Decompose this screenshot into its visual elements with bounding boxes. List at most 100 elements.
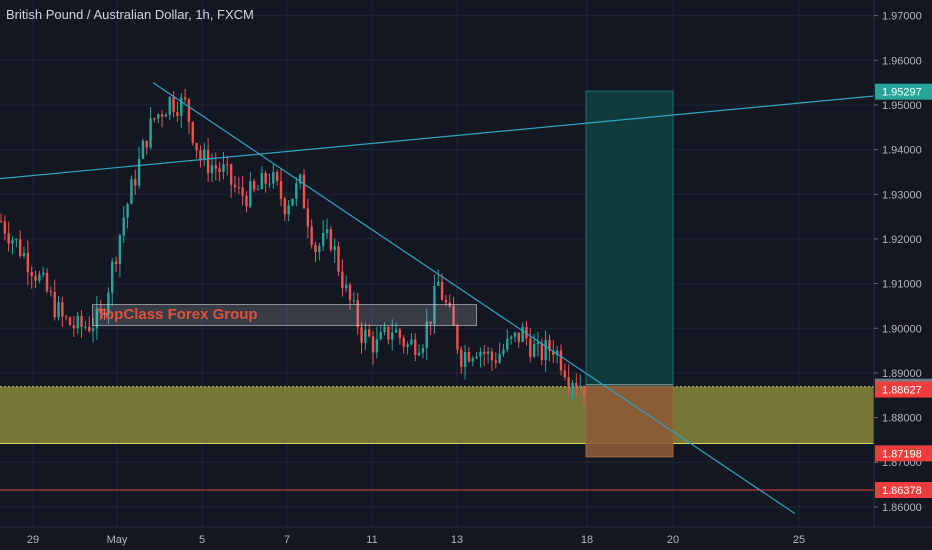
time-axis[interactable]: 29 May 5 7 11 13 18 20 25 (0, 526, 932, 550)
candle-body (180, 97, 183, 116)
candle-body (337, 246, 340, 272)
price-tick-label: 1.90000 (882, 323, 922, 335)
trendline-descending (152, 82, 796, 515)
chart-grid (0, 0, 874, 527)
candle-body (214, 165, 217, 169)
candle-body (383, 326, 386, 332)
candle-body (41, 272, 45, 275)
candle-body (99, 308, 102, 313)
candle-body (486, 351, 490, 354)
candle-body (130, 179, 133, 205)
candle-body (494, 360, 497, 363)
candle-body (53, 291, 56, 318)
candle-body (548, 339, 551, 351)
time-tick-label: 25 (793, 534, 805, 546)
candle-body (134, 179, 137, 186)
candle-body (141, 140, 145, 159)
candle-body (525, 326, 528, 339)
candle-body (452, 306, 455, 326)
candle-body (65, 316, 68, 318)
candle-body (387, 326, 390, 340)
candle-body (80, 316, 83, 327)
candle-body (15, 239, 18, 241)
candle-body (406, 344, 409, 347)
candle-body (302, 174, 306, 209)
candle-body (425, 321, 428, 349)
candle-body (149, 118, 152, 148)
time-tick-label: 20 (667, 534, 679, 546)
candle-body (498, 353, 501, 363)
candle-body (279, 180, 283, 199)
candle-body (229, 164, 233, 185)
candle-body (72, 325, 76, 329)
candle-body (348, 284, 352, 301)
price-tick-label: 1.95000 (882, 100, 922, 112)
chart-zones (0, 90, 874, 491)
time-tick-label: 13 (451, 534, 463, 546)
price-axis[interactable]: 1.97000 1.96000 1.95000 1.94000 1.93000 1.920… (873, 0, 932, 550)
candle-body (38, 274, 41, 281)
candle-body (467, 351, 471, 362)
candle-body (456, 325, 459, 350)
candle-body (103, 312, 106, 315)
candle-body (3, 221, 7, 234)
watermark-label: TopClass Forex Group (92, 304, 477, 326)
candle-body (252, 181, 256, 190)
candles (0, 88, 586, 407)
candle-body (157, 114, 160, 119)
candle-body (256, 189, 260, 191)
candle-body (298, 174, 302, 184)
candle-body (160, 114, 164, 117)
candle-body (226, 164, 229, 166)
price-tick-label: 1.93000 (882, 189, 922, 201)
candle-body (513, 332, 517, 337)
stop-zone (585, 386, 674, 458)
candle-body (391, 332, 394, 340)
candle-body (417, 352, 421, 356)
price-tick-label: 1.92000 (882, 234, 922, 246)
price-tick-label: 1.86000 (882, 502, 922, 514)
candle-body (237, 187, 241, 189)
price-badge-label: 1.87198 (882, 448, 922, 460)
candle-body (517, 332, 520, 342)
candle-body (126, 204, 129, 218)
candle-body (490, 351, 494, 361)
candle-body (429, 321, 432, 324)
candle-body (567, 377, 570, 387)
candle-body (260, 173, 264, 190)
price-badge (875, 381, 932, 398)
candle-body (479, 351, 482, 357)
candle-body (540, 342, 544, 361)
candle-body (471, 357, 474, 362)
candle-body (375, 339, 379, 353)
candle-body (321, 233, 325, 246)
candle-body (241, 187, 244, 196)
candle-body (249, 181, 252, 207)
candle-body (571, 383, 574, 387)
candle-body (203, 149, 206, 161)
candle-body (187, 99, 191, 123)
candle-body (532, 344, 536, 357)
candle-body (18, 239, 22, 257)
candle-body (222, 164, 225, 172)
price-badge-label: 1.95297 (882, 87, 922, 99)
candle-body (306, 208, 310, 227)
time-tick-label: 7 (284, 534, 290, 546)
candle-body (272, 172, 275, 184)
candle-body (563, 370, 567, 378)
candle-body (122, 217, 125, 236)
candle-body (199, 150, 202, 161)
candle-body (475, 356, 478, 358)
candle-body (333, 246, 336, 251)
price-tick-label: 1.89000 (882, 368, 922, 380)
candle-body (206, 149, 210, 174)
price-badge-label: 1.86378 (882, 485, 922, 497)
candle-body (183, 97, 187, 100)
time-tick-label: 5 (199, 534, 205, 546)
trendlines (0, 82, 875, 515)
candle-body (364, 329, 367, 343)
candle-body (287, 205, 290, 215)
candle-body (460, 349, 463, 367)
candle-body (45, 272, 49, 292)
